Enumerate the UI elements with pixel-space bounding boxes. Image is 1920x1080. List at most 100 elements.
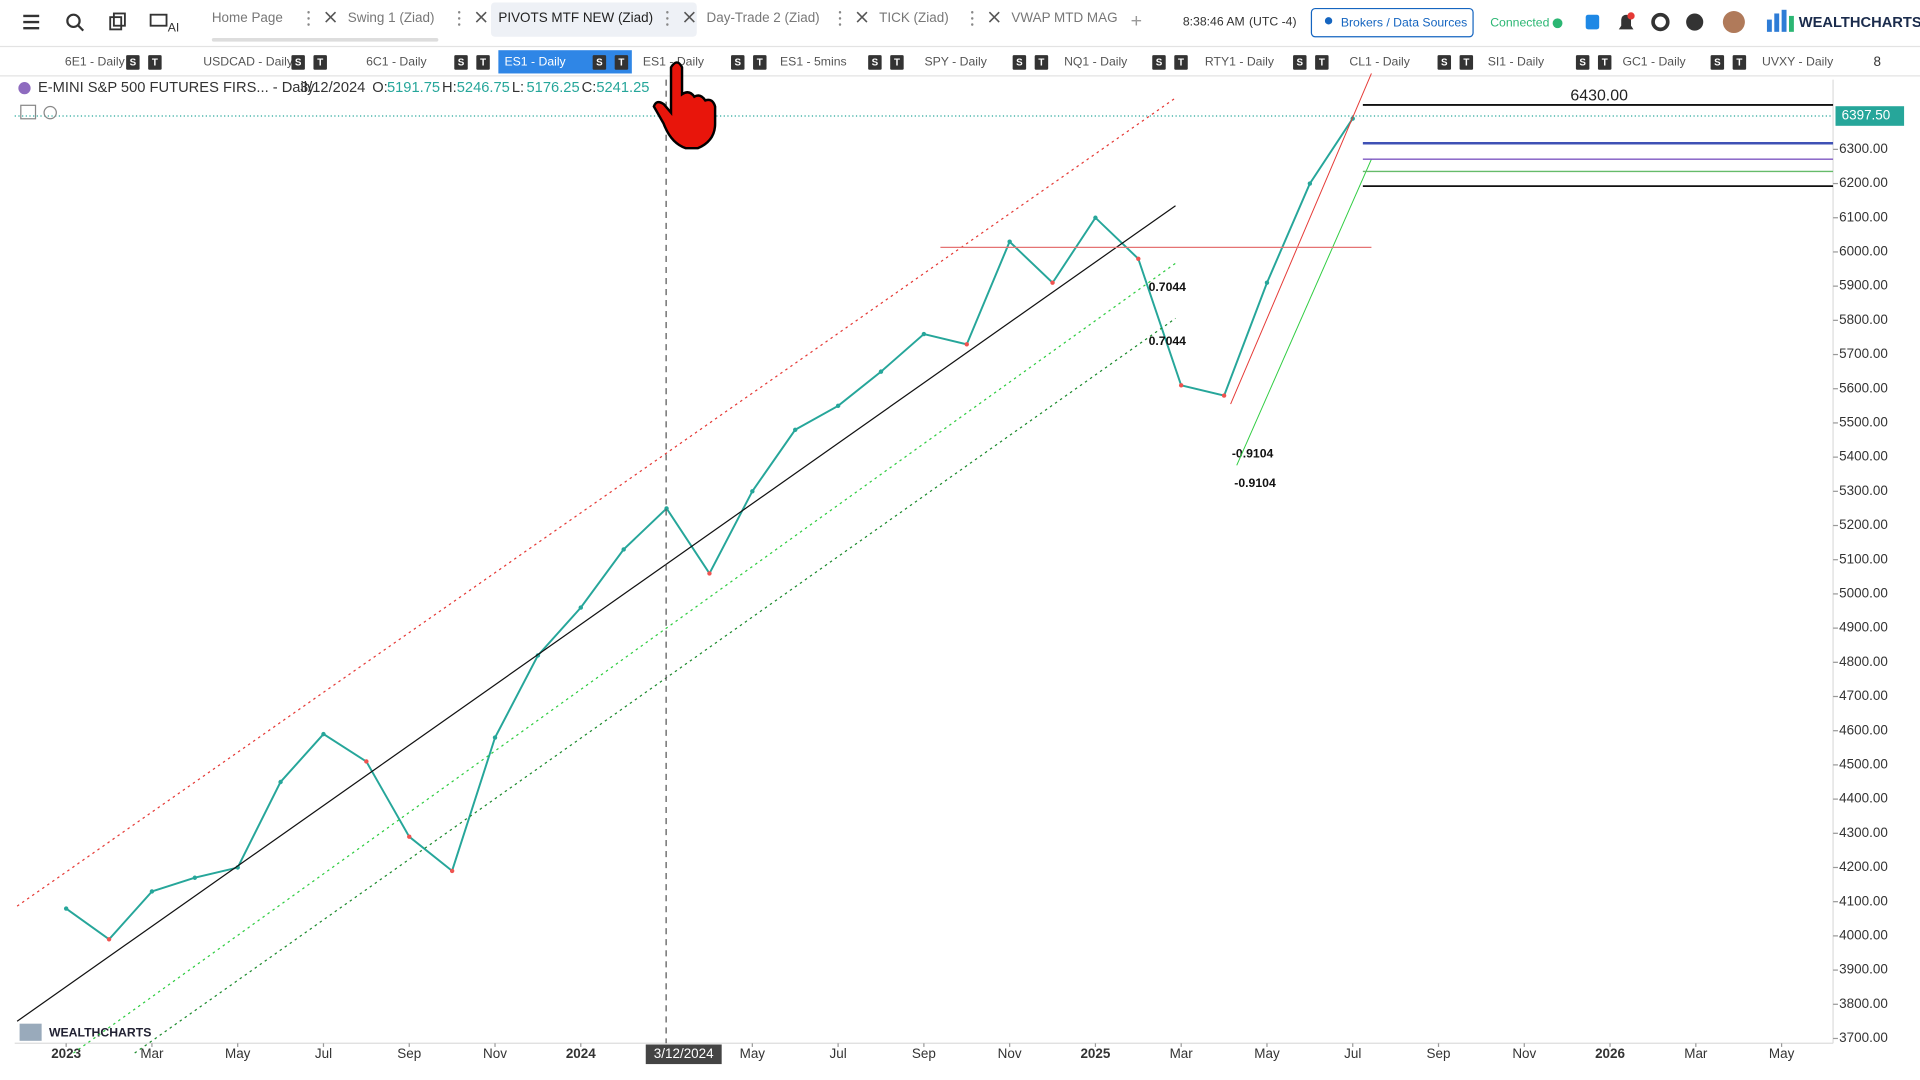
- badge[interactable]: [454, 55, 468, 70]
- badge[interactable]: [1174, 55, 1188, 70]
- badge[interactable]: [890, 55, 904, 70]
- ohlc-key: C:: [582, 80, 597, 96]
- symbol-tab[interactable]: CL1 - Daily: [1349, 55, 1410, 69]
- symbol-tab[interactable]: ES1 - Daily: [504, 55, 566, 69]
- badge[interactable]: [868, 55, 882, 70]
- add-tab[interactable]: +: [1131, 10, 1142, 32]
- price-point: [278, 779, 283, 785]
- crosshair-date: 3/12/2024: [654, 1046, 714, 1061]
- symbol-tab[interactable]: 6E1 - Daily: [65, 55, 126, 69]
- price-point: [63, 906, 69, 911]
- badge-label: S: [734, 58, 741, 69]
- watermark-mark: [19, 1023, 42, 1041]
- brokers-button[interactable]: [1310, 7, 1474, 38]
- price-point: [1264, 280, 1270, 285]
- settings-icon[interactable]: [1651, 12, 1670, 32]
- badge[interactable]: [1597, 55, 1612, 70]
- badge[interactable]: [1293, 55, 1307, 70]
- x-tick-label: May: [225, 1046, 251, 1061]
- fib-label: -0.9104: [1234, 476, 1276, 490]
- logo-mark: [1766, 9, 1794, 32]
- badge-label: T: [317, 58, 323, 69]
- ohlc-value: 5246.75: [457, 80, 510, 96]
- plus-icon[interactable]: [20, 104, 37, 120]
- y-tick-label: 3800.00: [1839, 996, 1888, 1011]
- badge[interactable]: [1732, 55, 1747, 70]
- price-point: [449, 868, 455, 874]
- tab-close[interactable]: [325, 11, 337, 23]
- symbol-tab[interactable]: 6C1 - Daily: [366, 55, 427, 69]
- tab-close[interactable]: [856, 11, 868, 23]
- badge[interactable]: [1710, 55, 1725, 70]
- symbol-tab[interactable]: USDCAD - Daily: [203, 55, 294, 69]
- status-dot: [1552, 18, 1563, 29]
- hide-icon[interactable]: [43, 105, 57, 120]
- badge[interactable]: [148, 55, 162, 70]
- badge[interactable]: [313, 55, 327, 70]
- badge[interactable]: [614, 55, 629, 70]
- badge[interactable]: [1459, 55, 1474, 70]
- badge-label: S: [596, 58, 603, 69]
- x-tick-label: 2025: [1080, 1046, 1110, 1061]
- y-tick-label: 3700.00: [1839, 1030, 1888, 1045]
- x-tick-label: Sep: [1427, 1046, 1451, 1061]
- y-tick-label: 4400.00: [1839, 791, 1888, 806]
- symbol-tab[interactable]: RTY1 - Daily: [1205, 55, 1275, 69]
- badge-label: T: [1736, 58, 1742, 69]
- badge[interactable]: [476, 55, 490, 70]
- y-tick-label: 6100.00: [1839, 209, 1888, 224]
- symbol-tab[interactable]: NQ1 - Daily: [1064, 55, 1128, 69]
- tab-label[interactable]: Swing 1 (Ziad): [348, 10, 435, 25]
- badge-label: S: [130, 58, 137, 69]
- menu-icon[interactable]: [23, 14, 40, 30]
- tab-close[interactable]: [683, 11, 695, 23]
- symbol-tab[interactable]: UVXY - Daily: [1762, 55, 1834, 69]
- active-tab[interactable]: [491, 2, 697, 37]
- help-icon[interactable]: [1686, 13, 1704, 31]
- badge-label: T: [152, 58, 158, 69]
- symbol-tab[interactable]: GC1 - Daily: [1622, 55, 1686, 69]
- x-tick-label: May: [1769, 1046, 1795, 1061]
- tab-label[interactable]: Home Page: [212, 10, 283, 25]
- tab-label[interactable]: VWAP MTD MAG: [1011, 10, 1117, 25]
- y-tick-label: 6000.00: [1839, 244, 1888, 259]
- badge[interactable]: [1315, 55, 1329, 70]
- tab-label[interactable]: Day-Trade 2 (Ziad): [707, 10, 820, 25]
- x-tick-label: Sep: [397, 1046, 421, 1061]
- avatar[interactable]: [1722, 11, 1745, 34]
- badge[interactable]: [753, 55, 767, 70]
- brokers-icon: [1324, 17, 1333, 25]
- tab-close[interactable]: [475, 11, 487, 23]
- y-tick-label: 5200.00: [1839, 517, 1888, 532]
- symbol-tab[interactable]: ES1 - 5mins: [780, 55, 847, 69]
- status: Connected: [1490, 15, 1549, 29]
- y-tick-label: 4500.00: [1839, 756, 1888, 771]
- chart-header: E-MINI S&P 500 FUTURES FIRS... - Daily3/…: [18, 80, 649, 120]
- badge[interactable]: [731, 55, 745, 70]
- tab-close[interactable]: [988, 11, 1000, 23]
- y-tick-label: 5100.00: [1839, 551, 1888, 566]
- badge[interactable]: [126, 55, 140, 70]
- badge[interactable]: [1012, 55, 1027, 70]
- layouts-icon[interactable]: [109, 12, 126, 31]
- search-icon[interactable]: [66, 13, 85, 32]
- symbol-tab[interactable]: SI1 - Daily: [1488, 55, 1545, 69]
- badge[interactable]: [1575, 55, 1590, 70]
- symbol-tab[interactable]: SPY - Daily: [924, 55, 987, 69]
- badge[interactable]: [592, 55, 607, 70]
- tab-label[interactable]: PIVOTS MTF NEW (Ziad): [498, 10, 653, 25]
- tab-label[interactable]: TICK (Ziad): [879, 10, 949, 25]
- price-point: [921, 331, 927, 337]
- y-tick-label: 4300.00: [1839, 825, 1888, 840]
- badge[interactable]: [1034, 55, 1049, 70]
- cursor-hand: [652, 61, 717, 150]
- symbol-tab[interactable]: ES1 - Daily: [643, 55, 705, 69]
- badge[interactable]: [291, 55, 305, 70]
- badge[interactable]: [1152, 55, 1166, 70]
- y-tick-label: 4000.00: [1839, 927, 1888, 942]
- save-icon[interactable]: [1585, 14, 1600, 30]
- y-tick-label: 5500.00: [1839, 414, 1888, 429]
- badge[interactable]: [1437, 55, 1452, 70]
- ai-icon[interactable]: AI: [149, 13, 180, 35]
- badge-label: S: [1714, 58, 1721, 69]
